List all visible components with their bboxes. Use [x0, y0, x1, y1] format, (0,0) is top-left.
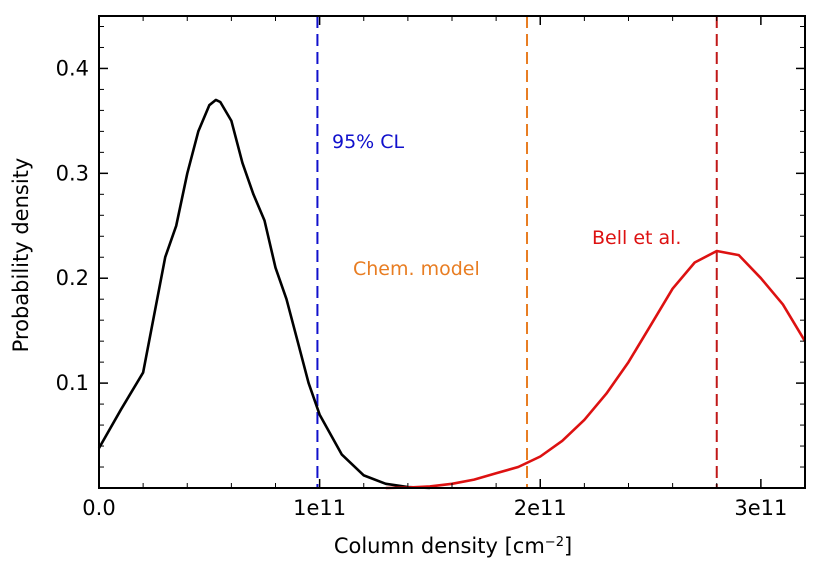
x-axis-label-text: Column density [cm — [334, 534, 545, 558]
bell-distribution-curve — [385, 249, 807, 490]
axes: 0.0 1e11 2e11 3e11 0.1 0.2 0.3 0.4 — [56, 15, 806, 520]
plot-area — [97, 16, 807, 490]
x-axis-label-close: ] — [564, 534, 572, 558]
annotation-bell-et-al: Bell et al. — [592, 227, 681, 249]
y-tick-label: 0.3 — [56, 161, 89, 185]
x-tick-label: 1e11 — [293, 496, 346, 520]
x-tick-label: 3e11 — [734, 496, 787, 520]
annotations: 95% CL Chem. model Bell et al. — [332, 131, 681, 280]
y-tick-label: 0.4 — [56, 56, 89, 80]
annotation-chem-model: Chem. model — [353, 258, 480, 280]
posterior-curve — [97, 98, 430, 490]
x-axis-label: Column density [cm−2] — [334, 534, 572, 558]
x-tick-label: 2e11 — [514, 496, 567, 520]
y-axis-label: Probability density — [9, 158, 33, 353]
y-tick-label: 0.2 — [56, 266, 89, 290]
y-tick-label: 0.1 — [56, 371, 89, 395]
x-tick-label: 0.0 — [82, 496, 115, 520]
annotation-95-cl: 95% CL — [332, 131, 405, 153]
x-axis-label-superscript: −2 — [545, 535, 564, 550]
